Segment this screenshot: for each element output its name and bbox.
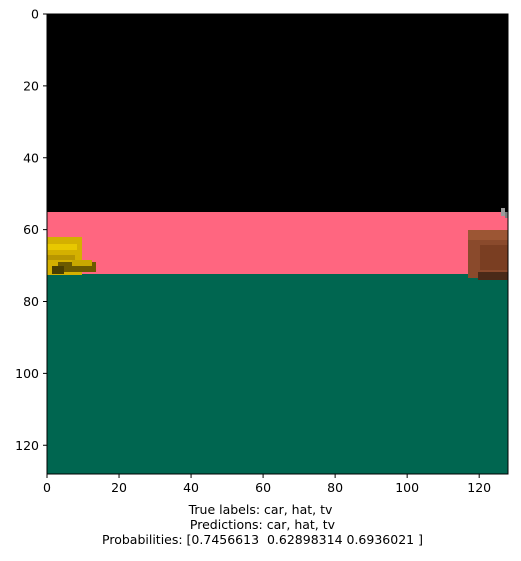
y-tick-label: 100 (15, 366, 39, 381)
ground-edge-left (47, 274, 85, 282)
probabilities-text: Probabilities: [0.7456613 0.62898314 0.6… (98, 532, 423, 547)
green-ground (47, 274, 508, 474)
caption: True labels: car, hat, tv Predictions: c… (0, 502, 521, 547)
y-axis: 0 20 40 60 80 100 120 (15, 7, 47, 453)
axes-frame (46, 13, 509, 475)
x-tick-label: 60 (255, 480, 271, 495)
predictions-text: Predictions: car, hat, tv (185, 517, 336, 532)
pink-band (47, 212, 508, 274)
x-tick-label: 0 (43, 480, 51, 495)
y-tick-label: 60 (23, 222, 39, 237)
hat-object (47, 237, 96, 275)
x-axis: 0 20 40 60 80 100 120 (43, 474, 491, 495)
x-tick-label: 120 (467, 480, 491, 495)
x-tick-label: 80 (327, 480, 343, 495)
y-tick-label: 40 (23, 150, 39, 165)
true-labels-text: True labels: car, hat, tv (188, 502, 333, 517)
y-tick-label: 80 (23, 294, 39, 309)
y-tick-label: 120 (15, 438, 39, 453)
tv-object (468, 208, 508, 280)
image-area (47, 14, 508, 474)
x-tick-label: 20 (111, 480, 127, 495)
y-tick-label: 0 (31, 7, 39, 22)
y-tick-label: 20 (23, 78, 39, 93)
x-tick-label: 40 (183, 480, 199, 495)
x-tick-label: 100 (395, 480, 419, 495)
black-region (47, 14, 508, 212)
